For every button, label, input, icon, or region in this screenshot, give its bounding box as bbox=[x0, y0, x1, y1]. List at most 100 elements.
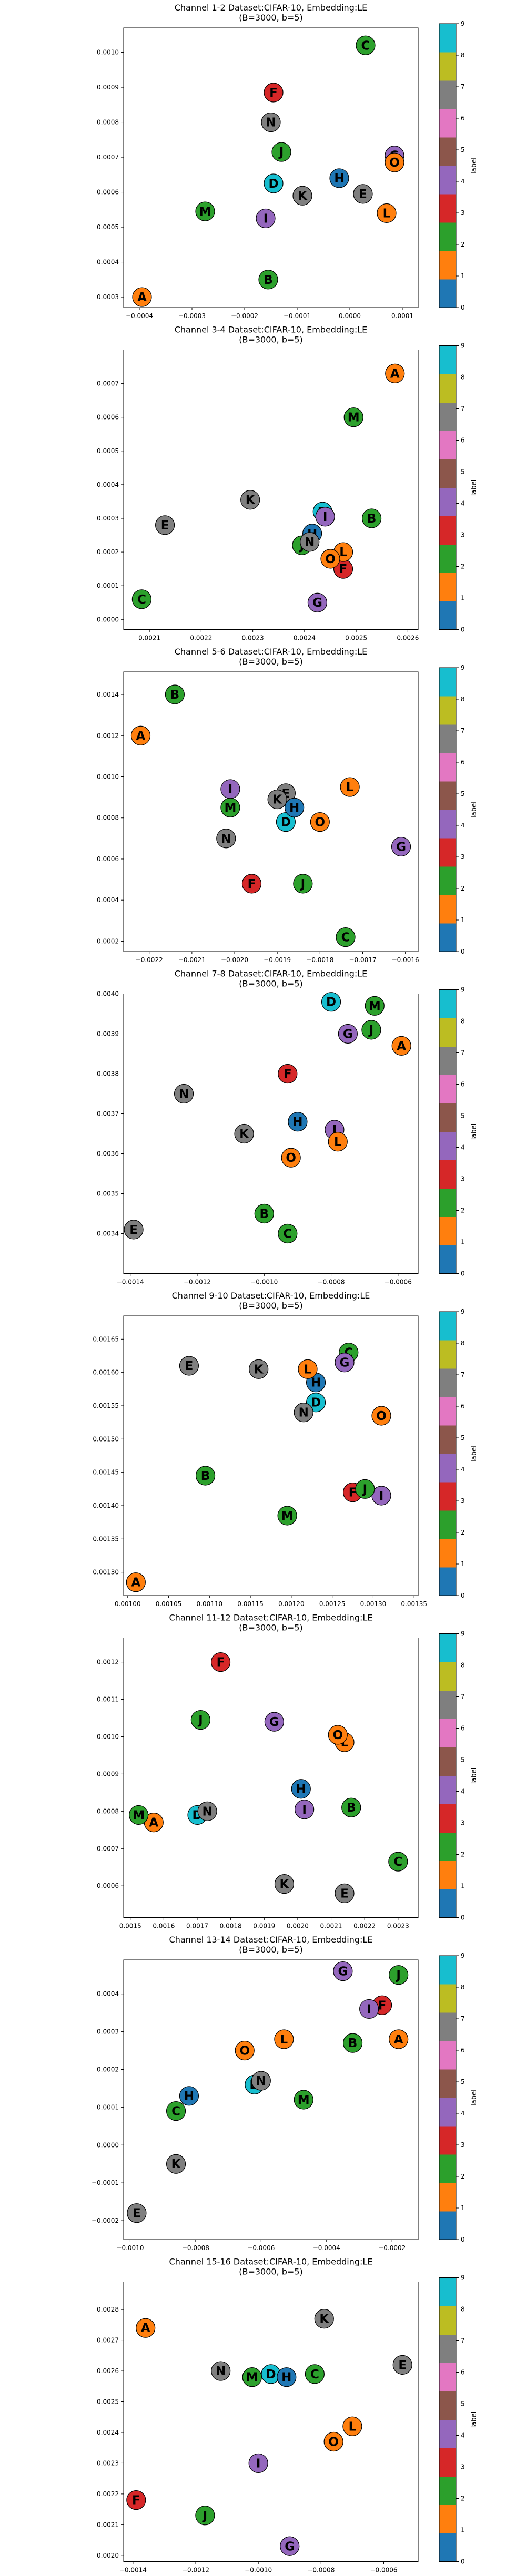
colorbar-segment bbox=[439, 1046, 456, 1075]
point-marker-b bbox=[342, 2033, 363, 2053]
colorbar-segment bbox=[439, 573, 456, 601]
point-marker-b bbox=[254, 1203, 274, 1224]
point-marker-o bbox=[323, 2431, 343, 2452]
point-marker-n bbox=[174, 1083, 194, 1104]
colorbar-tick-label: 7 bbox=[461, 1693, 465, 1701]
point-marker-k bbox=[249, 1359, 269, 1379]
point-marker-g bbox=[280, 2536, 300, 2556]
x-tick-label: −0.0004 bbox=[126, 312, 153, 320]
colorbar-tick-label: 7 bbox=[461, 83, 465, 90]
y-tick-label: 0.0021 bbox=[97, 2521, 119, 2528]
point-label-g: G bbox=[343, 1028, 353, 1041]
colorbar-segment bbox=[439, 2391, 456, 2420]
chart-subtitle: (B=3000, b=5) bbox=[239, 979, 303, 989]
point-label-i: I bbox=[332, 1123, 337, 1137]
y-tick-label: 0.0040 bbox=[97, 990, 119, 998]
point-label-j: J bbox=[368, 1024, 374, 1037]
colorbar-segment bbox=[439, 1454, 456, 1483]
point-label-a: A bbox=[136, 729, 146, 743]
y-tick-label: 0.0005 bbox=[97, 223, 119, 231]
point-label-a: A bbox=[131, 1576, 140, 1590]
colorbar-frame bbox=[439, 989, 457, 1274]
colorbar-segment bbox=[439, 345, 456, 374]
colorbar-segment bbox=[439, 1662, 456, 1691]
y-tick-label: 0.0004 bbox=[97, 259, 119, 266]
point-label-b: B bbox=[170, 688, 180, 702]
colorbar-tick-label: 3 bbox=[461, 1497, 465, 1505]
point-label-k: K bbox=[171, 2158, 181, 2171]
colorbar-segment bbox=[439, 838, 456, 867]
point-label-e: E bbox=[129, 1223, 138, 1237]
point-label-o: O bbox=[286, 1151, 296, 1165]
colorbar-segment bbox=[439, 109, 456, 138]
colorbar-segment bbox=[439, 923, 456, 952]
point-label-e: E bbox=[185, 1359, 194, 1373]
point-label-o: O bbox=[239, 2045, 250, 2058]
y-tick-label: 0.0024 bbox=[97, 2429, 119, 2436]
point-marker-g bbox=[391, 836, 411, 857]
y-tick-label: 0.0010 bbox=[97, 49, 119, 56]
x-tick-label: −0.0001 bbox=[284, 312, 311, 320]
point-label-l: L bbox=[334, 1136, 342, 1149]
point-label-n: N bbox=[256, 2074, 266, 2088]
point-marker-e bbox=[353, 184, 373, 204]
x-tick-label: −0.0019 bbox=[264, 956, 291, 964]
point-label-k: K bbox=[319, 2313, 329, 2326]
y-tick-label: 0.0039 bbox=[97, 1030, 119, 1038]
point-marker-o bbox=[328, 1725, 348, 1745]
point-marker-g bbox=[264, 1712, 284, 1732]
point-label-l: L bbox=[280, 2033, 288, 2047]
colorbar-segment bbox=[439, 1567, 456, 1596]
colorbar-segment bbox=[439, 1160, 456, 1189]
x-tick-label: −0.0012 bbox=[182, 2567, 209, 2574]
colorbar-segment bbox=[439, 2126, 456, 2155]
point-marker-h bbox=[285, 798, 305, 817]
colorbar: 0 1 2 3 4 5 6 7 8 9 label bbox=[439, 1308, 478, 1599]
point-label-j: J bbox=[202, 2509, 208, 2523]
x-tick-label: 0.0026 bbox=[397, 635, 419, 642]
x-tick-label: −0.0008 bbox=[318, 1279, 345, 1286]
y-tick-label: 0.0036 bbox=[97, 1150, 119, 1158]
colorbar-segment bbox=[439, 2448, 456, 2477]
y-tick-label: 0.0004 bbox=[97, 481, 119, 488]
point-label-k: K bbox=[239, 1128, 249, 1141]
colorbar-tick-label: 5 bbox=[461, 468, 465, 476]
point-marker-m bbox=[294, 2090, 313, 2110]
x-tick-label: −0.0003 bbox=[178, 312, 206, 320]
colorbar-segment bbox=[439, 1861, 456, 1889]
point-label-c: C bbox=[341, 931, 350, 945]
colorbar: 0 1 2 3 4 5 6 7 8 9 label bbox=[439, 342, 478, 633]
point-marker-m bbox=[277, 1506, 297, 1526]
point-label-g: G bbox=[396, 841, 406, 854]
x-tick-label: −0.0020 bbox=[221, 956, 248, 964]
colorbar-tick-label: 0 bbox=[461, 1592, 465, 1599]
x-tick-label: −0.0006 bbox=[247, 2244, 275, 2252]
colorbar-frame bbox=[439, 2277, 457, 2562]
colorbar-segment bbox=[439, 1340, 456, 1369]
y-tick-label: 0.00165 bbox=[93, 1335, 119, 1343]
y-tick-label: 0.0007 bbox=[97, 154, 119, 161]
colorbar-segment bbox=[439, 781, 456, 810]
x-tick-label: 0.00125 bbox=[319, 1600, 346, 1608]
point-marker-i bbox=[248, 2453, 268, 2473]
point-marker-k bbox=[292, 186, 312, 206]
y-tick-label: 0.0014 bbox=[97, 691, 119, 698]
chart-title: Channel 9-10 Dataset:CIFAR-10, Embedding… bbox=[172, 1291, 370, 1301]
y-tick-label: 0.00155 bbox=[93, 1402, 119, 1409]
colorbar-tick-label: 0 bbox=[461, 2558, 465, 2565]
point-marker-g bbox=[338, 1024, 358, 1044]
colorbar-label: label bbox=[470, 801, 478, 817]
y-tick-label: 0.0009 bbox=[97, 84, 119, 91]
y-tick-label: 0.0008 bbox=[97, 814, 119, 822]
point-marker-l bbox=[274, 2029, 294, 2049]
y-tick-label: 0.0028 bbox=[97, 2306, 119, 2313]
colorbar-segment bbox=[439, 1719, 456, 1747]
point-label-h: H bbox=[311, 1376, 321, 1390]
point-label-b: B bbox=[260, 1208, 269, 1221]
colorbar-tick-label: 5 bbox=[461, 1756, 465, 1764]
plot-area bbox=[123, 350, 419, 630]
colorbar-segment bbox=[439, 1245, 456, 1274]
point-marker-c bbox=[132, 589, 151, 609]
point-label-g: G bbox=[338, 1965, 348, 1979]
x-tick-label: −0.0014 bbox=[117, 1279, 144, 1286]
